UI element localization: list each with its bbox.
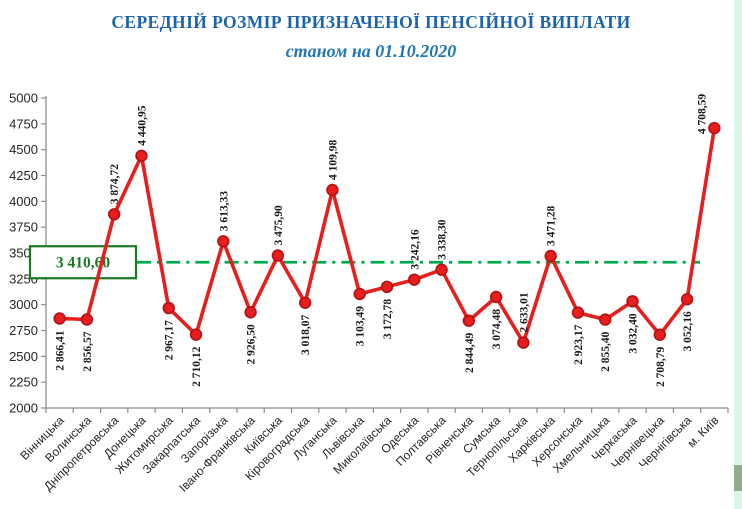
data-label: 4 440,95 <box>136 105 148 146</box>
data-label: 3 103,49 <box>355 306 367 347</box>
y-tick-label: 2250 <box>9 375 38 390</box>
data-label: 2 926,50 <box>246 324 258 365</box>
data-point <box>217 235 230 248</box>
data-point <box>462 314 476 327</box>
y-tick-label: 4750 <box>9 116 38 131</box>
average-label: 3 410,60 <box>56 255 111 272</box>
average-label-box <box>28 245 138 280</box>
category-label: м. Київ <box>684 413 721 450</box>
data-label: 2 633,01 <box>518 292 530 333</box>
data-label: 3 074,48 <box>491 309 503 350</box>
data-point <box>517 336 530 349</box>
data-point <box>162 301 175 315</box>
data-label: 2 866,41 <box>55 330 67 371</box>
data-label: 3 242,16 <box>409 229 421 270</box>
data-label: 4 708,59 <box>696 94 708 135</box>
data-label: 2 855,40 <box>600 331 612 372</box>
data-point <box>544 249 557 263</box>
y-tick-label: 4000 <box>9 194 38 209</box>
data-label: 3 471,28 <box>546 205 558 246</box>
data-point <box>353 287 366 301</box>
data-label: 2 708,79 <box>655 347 667 388</box>
data-label: 2 856,57 <box>82 331 94 372</box>
chart-subtitle: станом на 01.10.2020 <box>285 41 457 61</box>
data-point <box>626 295 639 308</box>
data-point <box>189 328 203 341</box>
y-tick-label: 2500 <box>9 349 38 364</box>
data-point <box>326 183 339 197</box>
data-label: 3 172,78 <box>382 299 394 340</box>
data-label: 2 967,17 <box>164 320 176 361</box>
data-point <box>408 273 421 286</box>
y-tick-label: 2000 <box>9 401 38 416</box>
y-tick-label: 4250 <box>9 168 38 183</box>
data-point <box>489 290 503 304</box>
y-tick-label: 4500 <box>9 142 38 157</box>
data-point <box>708 121 721 135</box>
y-tick-label: 5000 <box>9 91 38 106</box>
data-point <box>680 293 694 306</box>
right-edge-strip <box>734 0 742 509</box>
data-point <box>298 296 312 309</box>
right-edge-accent-block <box>734 465 742 491</box>
data-label: 3 613,33 <box>218 191 230 232</box>
data-point <box>435 263 448 276</box>
data-point <box>599 313 612 326</box>
chart-title: СЕРЕДНІЙ РОЗМІР ПРИЗНАЧЕНОЇ ПЕНСІЙНОЇ ВИ… <box>111 12 631 32</box>
data-point <box>653 328 666 341</box>
data-label: 3 032,40 <box>628 313 640 354</box>
data-point <box>244 306 257 319</box>
data-point <box>135 149 148 162</box>
y-tick-label: 3000 <box>9 297 38 312</box>
data-label: 3 018,07 <box>300 315 312 356</box>
data-point <box>80 313 94 326</box>
data-label: 3 052,16 <box>682 311 694 352</box>
data-label: 3 475,90 <box>273 205 285 246</box>
data-point <box>107 208 121 221</box>
data-label: 2 923,17 <box>573 324 585 365</box>
data-label: 2 844,49 <box>464 332 476 373</box>
data-point <box>380 280 394 294</box>
data-point <box>53 312 66 325</box>
y-tick-label: 3750 <box>9 220 38 235</box>
data-label: 4 109,98 <box>327 139 339 180</box>
y-tick-label: 2750 <box>9 323 38 338</box>
data-point <box>271 249 285 262</box>
data-label: 3 874,72 <box>109 164 121 205</box>
data-point <box>571 306 585 319</box>
data-label: 2 710,12 <box>191 346 203 387</box>
data-label: 3 338,30 <box>437 219 449 260</box>
